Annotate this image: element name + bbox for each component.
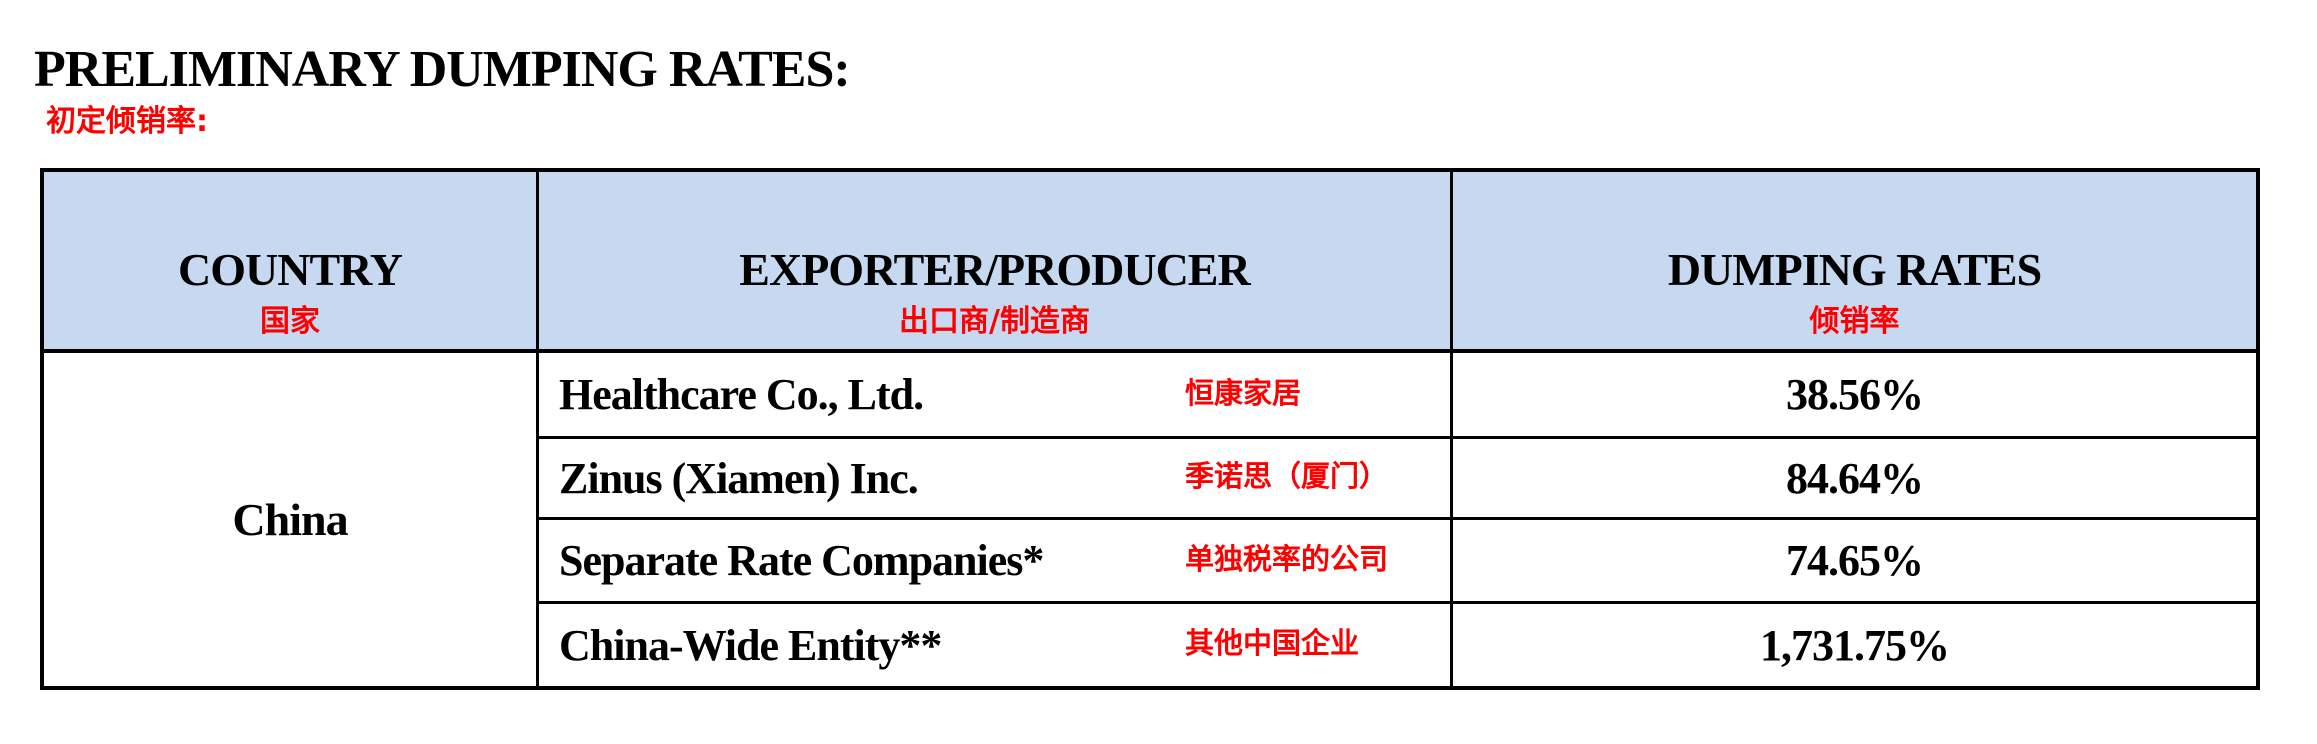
exporter-name-zh: 单独税率的公司 — [1185, 541, 1389, 576]
country-value: China — [232, 494, 348, 545]
exporter-name-en: Healthcare Co., Ltd. — [559, 370, 924, 419]
header-exporter-en: EXPORTER/PRODUCER — [739, 244, 1250, 295]
header-exporter-zh: 出口商/制造商 — [899, 304, 1090, 339]
exporter-name-en: China-Wide Entity** — [559, 620, 942, 670]
table-row-exporter: Separate Rate Companies* 单独税率的公司 — [539, 520, 1453, 604]
header-rates-en: DUMPING RATES — [1667, 244, 2042, 295]
table-row-exporter: China-Wide Entity** 其他中国企业 — [539, 604, 1453, 686]
page-subtitle-chinese: 初定倾销率: — [46, 104, 208, 139]
table-row-rate: 38.56% — [1453, 353, 2256, 439]
header-cell-exporter: EXPORTER/PRODUCER 出口商/制造商 — [539, 172, 1453, 353]
rate-value: 84.64% — [1786, 453, 1924, 503]
country-cell: China — [44, 353, 539, 686]
page-title: PRELIMINARY DUMPING RATES: — [34, 41, 851, 98]
table-row-exporter: Zinus (Xiamen) Inc. 季诺思（厦门） — [539, 439, 1453, 520]
header-country-zh: 国家 — [260, 304, 320, 339]
table-row-exporter: Healthcare Co., Ltd. 恒康家居 — [539, 353, 1453, 439]
header-rates-zh: 倾销率 — [1809, 304, 1900, 339]
exporter-name-en: Zinus (Xiamen) Inc. — [559, 453, 919, 503]
table-row-rate: 1,731.75% — [1453, 604, 2256, 686]
exporter-name-en: Separate Rate Companies* — [559, 536, 1044, 585]
rate-value: 1,731.75% — [1760, 620, 1950, 670]
exporter-name-zh: 其他中国企业 — [1185, 625, 1360, 660]
rate-value: 38.56% — [1786, 370, 1924, 419]
dumping-rates-table: COUNTRY 国家 EXPORTER/PRODUCER 出口商/制造商 DUM… — [40, 168, 2260, 690]
exporter-name-zh: 季诺思（厦门） — [1185, 458, 1389, 493]
table-row-rate: 74.65% — [1453, 520, 2256, 604]
exporter-name-zh: 恒康家居 — [1185, 375, 1302, 410]
rate-value: 74.65% — [1786, 536, 1924, 585]
header-country-en: COUNTRY — [178, 244, 403, 295]
header-cell-country: COUNTRY 国家 — [44, 172, 539, 353]
table-row-rate: 84.64% — [1453, 439, 2256, 520]
header-cell-rates: DUMPING RATES 倾销率 — [1453, 172, 2256, 353]
